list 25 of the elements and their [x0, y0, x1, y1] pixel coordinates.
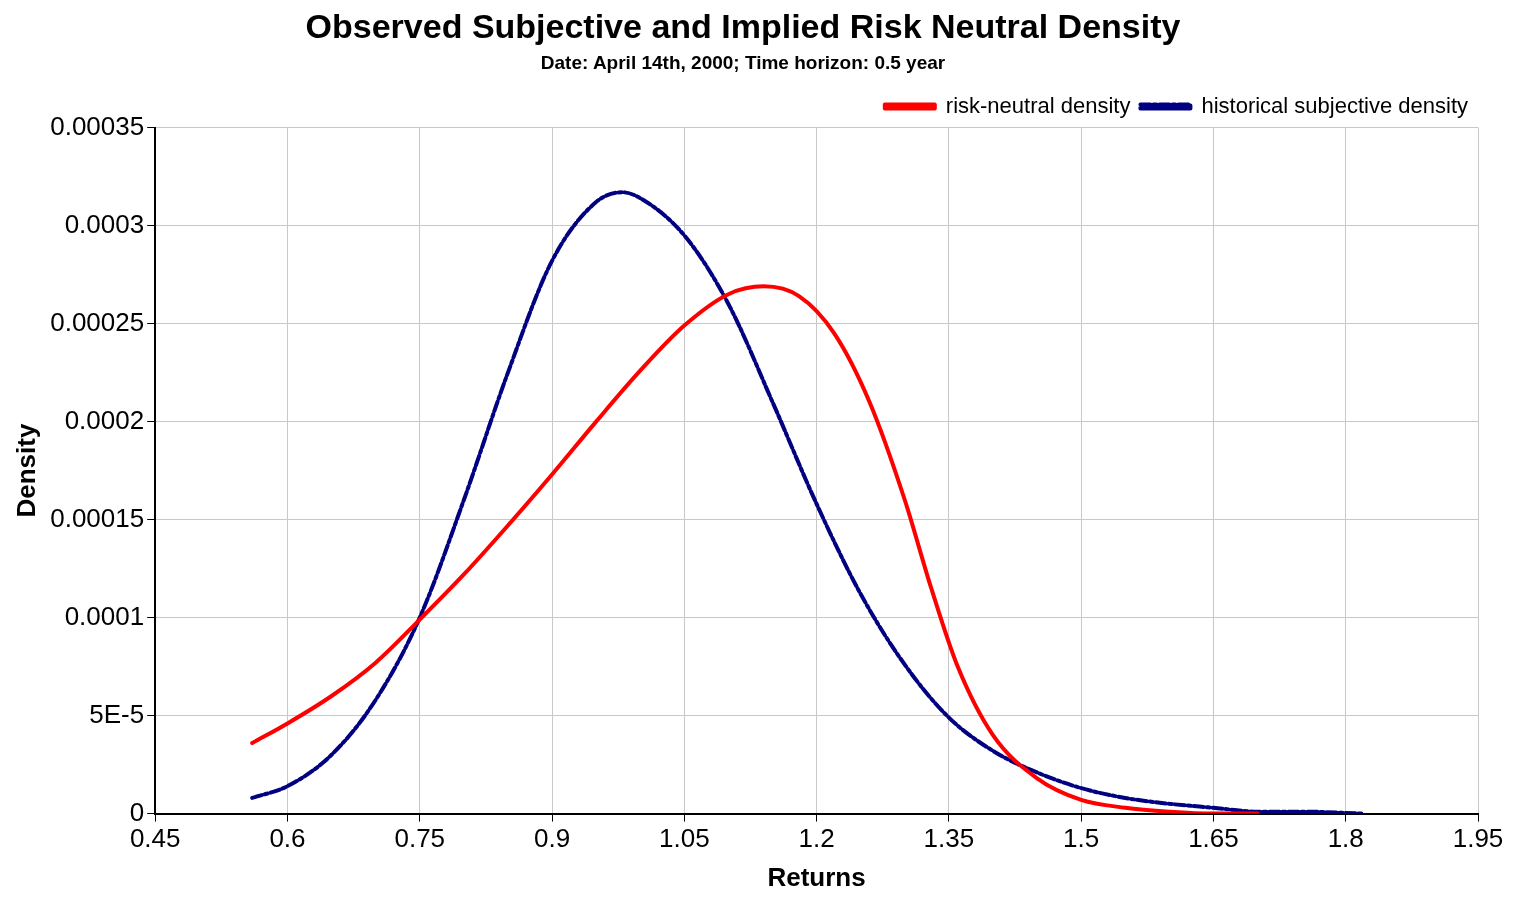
y-tick-label: 0.0001 [64, 600, 145, 631]
x-tick-label: 1.8 [1327, 823, 1364, 854]
x-tick-label: 1.2 [798, 823, 835, 854]
y-axis-title: Density [10, 423, 41, 518]
chart-subtitle: Date: April 14th, 2000; Time horizon: 0.5 year [540, 52, 946, 74]
x-tick-label: 0.75 [394, 823, 446, 854]
x-tick-label: 1.95 [1452, 823, 1504, 854]
x-tick-label: 0.6 [269, 823, 306, 854]
y-tick-label: 0.0002 [64, 404, 145, 435]
y-tick-label: 0.00015 [50, 502, 145, 533]
x-tick-label: 1.65 [1188, 823, 1239, 854]
x-tick-label: 0.9 [533, 823, 571, 854]
y-tick-label: 5E-5 [89, 698, 145, 729]
x-tick-label: 1.05 [659, 823, 710, 854]
y-tick-label: 0.0003 [64, 208, 145, 239]
x-tick-label: 1.5 [1063, 823, 1100, 854]
line-series [250, 190, 1366, 814]
x-tick-label: 1.35 [923, 823, 975, 854]
legend-label: risk-neutral density [945, 92, 1131, 118]
chart-title: Observed Subjective and Implied Risk Neutral Density [305, 6, 1181, 45]
y-tick-label: 0.00035 [50, 110, 145, 141]
legend-label: historical subjective density [1201, 92, 1469, 118]
x-axis-title: Returns [767, 861, 866, 892]
line-series [250, 284, 1260, 814]
y-tick-label: 0.00025 [50, 306, 145, 337]
